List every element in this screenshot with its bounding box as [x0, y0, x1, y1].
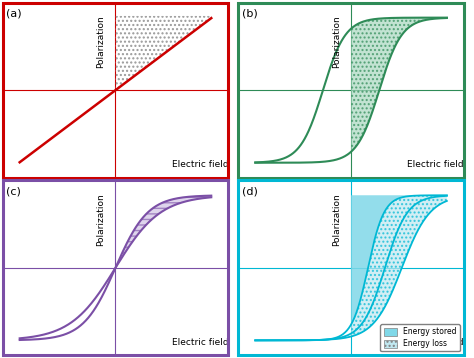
Text: (d): (d) — [242, 187, 258, 197]
Bar — [238, 3, 464, 178]
Bar — [3, 3, 228, 178]
Text: Polarization: Polarization — [96, 193, 105, 246]
Text: (a): (a) — [6, 9, 22, 19]
Text: Polarization: Polarization — [96, 16, 105, 68]
Bar — [3, 180, 228, 355]
Text: Electric field: Electric field — [407, 338, 464, 347]
Text: Polarization: Polarization — [332, 16, 341, 68]
Text: (c): (c) — [6, 187, 21, 197]
Text: Electric field: Electric field — [407, 160, 464, 169]
Legend: Energy stored, Energy loss: Energy stored, Energy loss — [381, 324, 460, 352]
Text: Electric field: Electric field — [172, 338, 228, 347]
Text: Polarization: Polarization — [332, 193, 341, 246]
Text: (b): (b) — [242, 9, 257, 19]
Bar — [238, 180, 464, 355]
Text: Electric field: Electric field — [172, 160, 228, 169]
